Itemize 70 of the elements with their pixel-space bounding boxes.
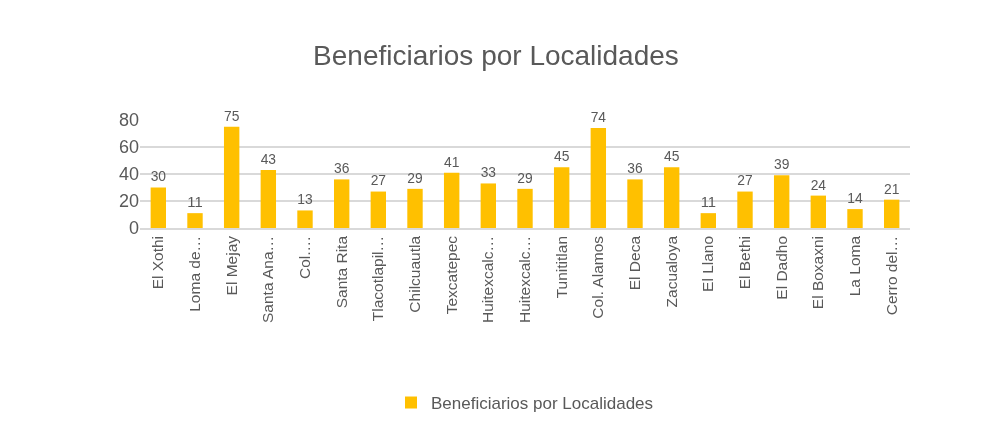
data-label: 11 bbox=[700, 193, 717, 210]
data-label: 29 bbox=[407, 169, 423, 186]
bar bbox=[370, 191, 387, 228]
data-label: 30 bbox=[150, 168, 167, 185]
legend-label: Beneficiarios por Localidades bbox=[431, 394, 654, 414]
bar bbox=[297, 210, 313, 228]
x-tick-label: Col.… bbox=[296, 235, 314, 280]
bar bbox=[700, 213, 717, 228]
x-tick-label: El Deca bbox=[626, 235, 644, 291]
data-label: 36 bbox=[333, 160, 350, 177]
x-tick-label: Col. Alamos bbox=[589, 235, 607, 319]
x-tick-label: El Mejay bbox=[222, 235, 240, 296]
data-label: 27 bbox=[737, 172, 753, 189]
bar bbox=[407, 188, 423, 228]
x-tick-label: Tunititlan bbox=[552, 235, 570, 299]
data-label: 24 bbox=[810, 176, 827, 193]
bar bbox=[150, 187, 167, 228]
data-label: 14 bbox=[847, 190, 863, 207]
x-tick-label: Santa Rita bbox=[332, 235, 350, 309]
data-label: 21 bbox=[883, 180, 900, 197]
y-tick-label: 40 bbox=[118, 164, 139, 185]
x-tick-label: Santa Ana… bbox=[259, 235, 277, 323]
bar bbox=[663, 167, 680, 228]
data-label: 43 bbox=[260, 150, 277, 167]
x-tick-label: Huitexcalc… bbox=[479, 235, 497, 323]
bar bbox=[333, 179, 350, 228]
x-tick-label: La Loma bbox=[846, 235, 864, 297]
bar bbox=[627, 179, 643, 228]
bar bbox=[810, 195, 827, 228]
bar bbox=[883, 199, 900, 228]
x-tick-label: El Dadho bbox=[772, 235, 790, 300]
data-label: 29 bbox=[517, 169, 533, 186]
x-tick-label: Cerro del… bbox=[882, 235, 900, 316]
x-tick-label: El Boxaxni bbox=[809, 235, 827, 310]
chart-title: Beneficiarios por Localidades bbox=[313, 39, 679, 71]
x-tick-label: Zacualoya bbox=[662, 235, 680, 308]
x-tick-label: Tlacotlapil… bbox=[369, 235, 387, 322]
x-tick-label: El Bethi bbox=[736, 235, 754, 290]
x-tick-label: El Xothi bbox=[149, 235, 167, 290]
x-tick-label: Texcatepec bbox=[442, 235, 460, 315]
x-tick-label: Loma de… bbox=[186, 235, 204, 312]
x-tick-label: Chilcuautla bbox=[406, 235, 424, 313]
bar bbox=[443, 172, 460, 228]
data-label: 11 bbox=[187, 193, 203, 210]
y-tick-label: 0 bbox=[128, 218, 139, 239]
bar bbox=[553, 167, 570, 228]
data-label: 45 bbox=[663, 148, 680, 165]
bar bbox=[187, 213, 203, 228]
x-tick-label: Huitexcalc… bbox=[516, 235, 534, 323]
bar bbox=[260, 169, 277, 228]
data-label: 74 bbox=[590, 109, 607, 126]
data-label: 33 bbox=[480, 164, 497, 181]
bar bbox=[847, 209, 863, 228]
data-label: 39 bbox=[773, 156, 790, 173]
bar bbox=[773, 175, 790, 228]
data-label: 41 bbox=[443, 153, 460, 170]
bar bbox=[517, 188, 533, 228]
data-label: 45 bbox=[553, 148, 570, 165]
y-tick-label: 80 bbox=[118, 110, 139, 131]
data-label: 13 bbox=[297, 191, 313, 208]
y-tick-label: 60 bbox=[118, 137, 139, 158]
x-tick-label: El Llano bbox=[699, 235, 717, 292]
data-label: 27 bbox=[370, 172, 387, 189]
data-label: 36 bbox=[627, 160, 643, 177]
bar bbox=[737, 191, 753, 228]
data-label: 75 bbox=[223, 107, 240, 124]
y-tick-label: 20 bbox=[118, 191, 139, 212]
bar bbox=[480, 183, 497, 228]
bar bbox=[223, 126, 240, 228]
bar bbox=[590, 128, 607, 228]
